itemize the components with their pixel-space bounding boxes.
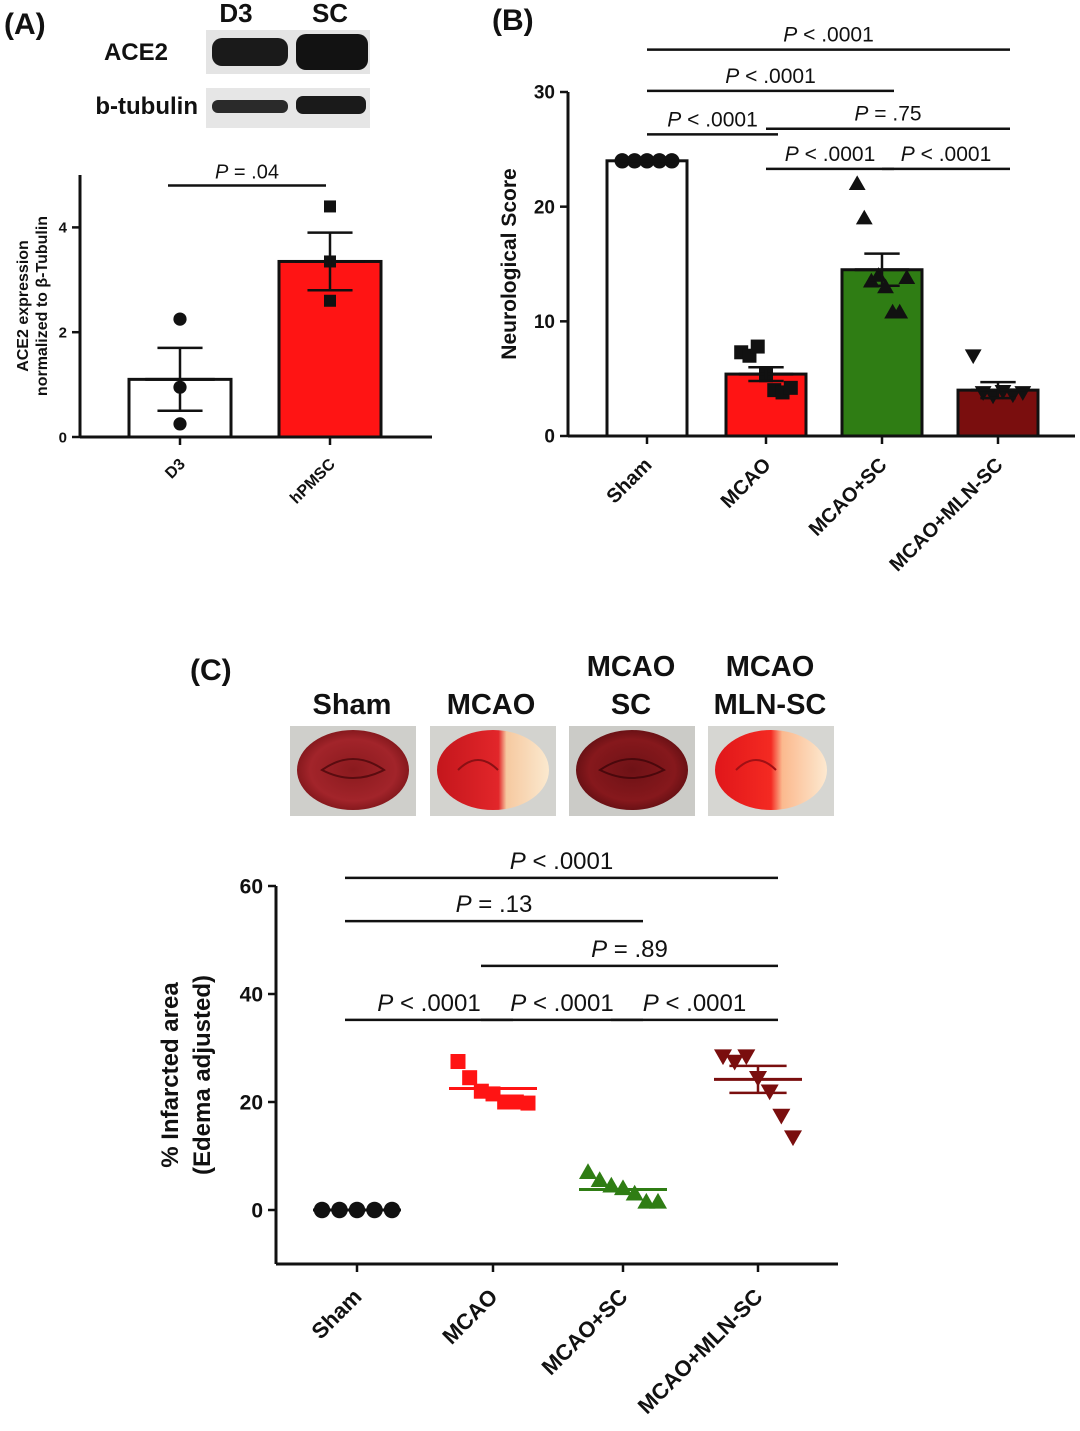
chart-a-ylabel-0: ACE2 expression bbox=[15, 240, 32, 372]
blot-ace2-band-sc bbox=[296, 34, 368, 70]
brain-header-mln-line2: MLN-SC bbox=[714, 689, 827, 721]
chart-a-ytick-label-1: 2 bbox=[59, 324, 67, 341]
chart-c-point-1-3 bbox=[485, 1086, 501, 1102]
panel-b-label: (B) bbox=[492, 4, 534, 37]
blot-row-ace2: ACE2 bbox=[104, 39, 168, 66]
brain-header-sc-line1: MCAO bbox=[587, 651, 676, 683]
chart-c: 0 20 40 60 % Infarcted area (Edema adjusted) S… bbox=[157, 848, 838, 1419]
brain-header-sham: Sham bbox=[313, 689, 392, 721]
chart-a-category-1: hPMSC bbox=[287, 455, 339, 507]
chart-b-sig-label-2: P < .0001 bbox=[667, 108, 758, 131]
chart-c-sig-label-1: P = .13 bbox=[456, 891, 533, 918]
brain-photos bbox=[290, 726, 834, 816]
chart-c-ylabel-1: (Edema adjusted) bbox=[189, 975, 216, 1175]
blot-tubulin-band-d3 bbox=[212, 100, 288, 113]
chart-b-category-0: Sham bbox=[602, 454, 656, 508]
panel-a-label: (A) bbox=[4, 8, 46, 41]
chart-b-bar-2 bbox=[840, 268, 924, 438]
brain-photo-sc bbox=[569, 726, 695, 816]
chart-c-point-3-1 bbox=[725, 1054, 744, 1071]
chart-c-sig-label-0: P < .0001 bbox=[510, 848, 613, 875]
chart-b-sig-label-0: P < .0001 bbox=[783, 24, 874, 47]
chart-c-category-0: Sham bbox=[306, 1284, 366, 1344]
chart-c-point-1-0 bbox=[450, 1054, 466, 1069]
chart-a-category-0: D3 bbox=[162, 456, 189, 483]
chart-b-point-2-1 bbox=[855, 209, 873, 225]
chart-c-point-1-1 bbox=[462, 1070, 478, 1086]
chart-c-point-3-6 bbox=[784, 1130, 802, 1147]
chart-c-ylabel-0: % Infarcted area bbox=[157, 982, 184, 1168]
chart-b-category-1: MCAO bbox=[717, 454, 776, 513]
chart-c-point-1-6 bbox=[520, 1095, 536, 1111]
chart-c-point-3-5 bbox=[772, 1108, 791, 1125]
chart-b-ytick-label-0: 0 bbox=[544, 427, 555, 448]
chart-b-sig-label-4: P < .0001 bbox=[785, 143, 876, 166]
chart-c-category-3: MCAO+MLN-SC bbox=[633, 1284, 768, 1419]
chart-b-point-2-7 bbox=[898, 269, 916, 285]
chart-b-point-1-6 bbox=[783, 380, 798, 395]
blot-tubulin-band-sc bbox=[296, 96, 366, 114]
chart-b: 0 10 20 30 Neurological Score Sham MCAO MCAO+SC… bbox=[498, 24, 1075, 576]
chart-c-sig-label-2: P = .89 bbox=[591, 936, 668, 963]
chart-c-point-2-6 bbox=[649, 1192, 667, 1209]
chart-c-category-1: MCAO bbox=[437, 1284, 502, 1349]
chart-b-point-2-0 bbox=[848, 175, 866, 191]
brain-photo-mcao bbox=[430, 726, 556, 816]
chart-c-category-2: MCAO+SC bbox=[537, 1284, 633, 1380]
chart-b-sig-label-3: P = .75 bbox=[854, 103, 921, 126]
chart-b-point-3-0 bbox=[964, 349, 982, 365]
chart-c-ytick-label-1: 20 bbox=[240, 1091, 263, 1114]
panel-c-label: (C) bbox=[190, 654, 232, 687]
chart-a-point-0-0 bbox=[173, 312, 187, 326]
blot-row-tubulin: b-tubulin bbox=[95, 93, 198, 120]
chart-c-ytick-label-3: 60 bbox=[240, 875, 263, 898]
blot-lane-d3: D3 bbox=[219, 0, 252, 28]
chart-c-point-2-0 bbox=[579, 1163, 597, 1179]
chart-b-bar-0 bbox=[605, 159, 689, 438]
chart-c-sig-label-4: P < .0001 bbox=[510, 990, 613, 1017]
chart-c-point-2-1 bbox=[590, 1171, 609, 1188]
chart-a-point-1-0 bbox=[324, 200, 336, 213]
chart-c-sig-label-5: P < .0001 bbox=[643, 990, 746, 1017]
chart-b-ytick-label-3: 30 bbox=[534, 83, 555, 104]
chart-b-point-2-6 bbox=[891, 303, 909, 319]
chart-c-point-2-4 bbox=[625, 1184, 644, 1201]
brain-photo-mln bbox=[708, 726, 834, 816]
chart-a-ytick-label-0: 0 bbox=[59, 429, 67, 446]
chart-c-sig-label-3: P < .0001 bbox=[377, 990, 480, 1017]
chart-a-ytick-label-2: 4 bbox=[59, 220, 68, 237]
chart-b-point-3-4 bbox=[1004, 388, 1022, 404]
chart-a-ylabel-1: normalized to β-Tubulin bbox=[34, 216, 51, 396]
chart-b-sig-label-1: P < .0001 bbox=[725, 65, 816, 88]
western-blot bbox=[206, 30, 370, 128]
chart-c-point-1-5 bbox=[508, 1094, 524, 1110]
chart-b-category-2: MCAO+SC bbox=[805, 454, 892, 541]
chart-c-ytick-label-2: 40 bbox=[240, 983, 263, 1006]
chart-c-point-2-5 bbox=[637, 1192, 656, 1209]
brain-header-mln-line1: MCAO bbox=[726, 651, 815, 683]
chart-c-point-3-2 bbox=[737, 1049, 756, 1066]
brain-header-mcao: MCAO bbox=[447, 689, 536, 721]
chart-b-ylabel-0: Neurological Score bbox=[498, 168, 521, 359]
brain-photo-sham bbox=[290, 726, 416, 816]
chart-b-sig-label-5: P < .0001 bbox=[901, 143, 992, 166]
chart-b-ytick-label-2: 20 bbox=[534, 197, 555, 218]
chart-a: 0 2 4 ACE2 expression normalized to β-Tubuli… bbox=[15, 161, 432, 507]
chart-a-sig-label-0: P = .04 bbox=[215, 161, 279, 183]
chart-c-point-3-0 bbox=[714, 1049, 732, 1066]
chart-c-point-1-4 bbox=[497, 1094, 513, 1110]
blot-lane-sc: SC bbox=[312, 0, 348, 28]
chart-c-ytick-label-0: 0 bbox=[251, 1199, 263, 1222]
chart-a-point-1-2 bbox=[324, 294, 336, 307]
chart-c-point-2-3 bbox=[614, 1179, 632, 1196]
chart-b-point-1-2 bbox=[750, 339, 765, 354]
chart-a-point-0-2 bbox=[173, 417, 187, 431]
chart-b-category-3: MCAO+MLN-SC bbox=[886, 454, 1008, 576]
brain-header-sc-line2: SC bbox=[611, 689, 651, 721]
blot-ace2-band-d3 bbox=[212, 38, 288, 66]
chart-b-ytick-label-1: 10 bbox=[534, 312, 555, 333]
